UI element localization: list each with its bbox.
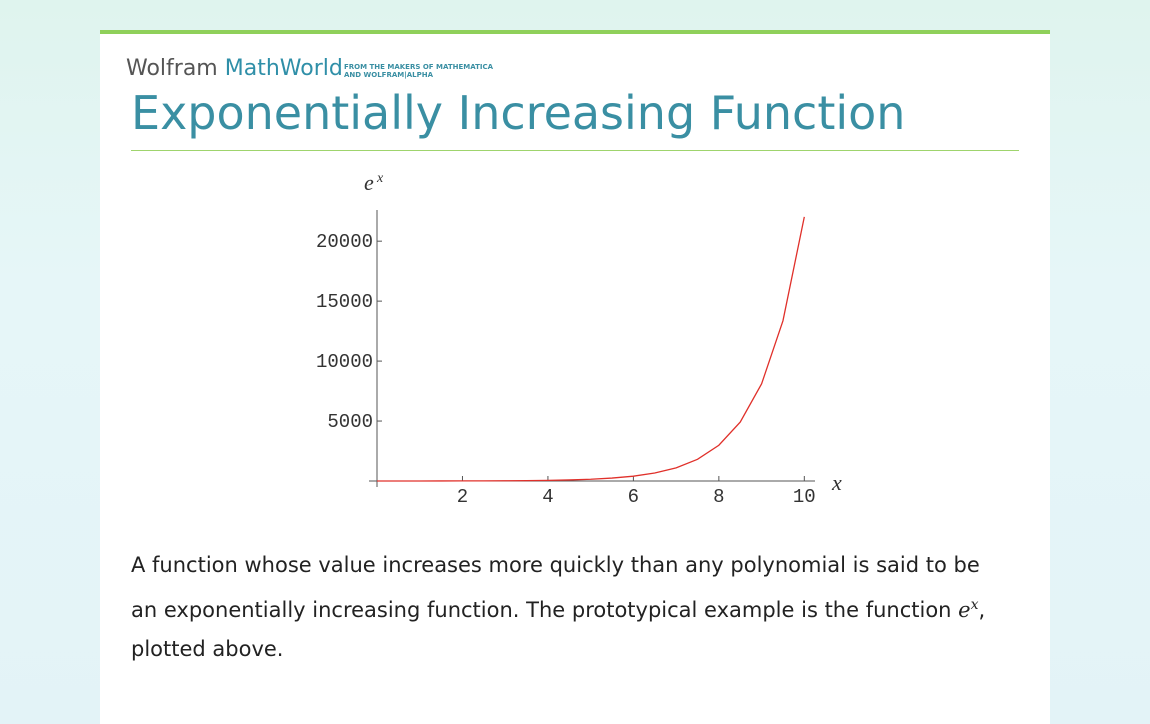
y-tick-label: 20000 xyxy=(316,231,373,253)
text: A function whose value increases more qu… xyxy=(131,553,980,622)
x-tick-label: 2 xyxy=(457,486,468,508)
logo[interactable]: Wolfram MathWorld xyxy=(126,56,343,81)
x-axis-label: x xyxy=(831,470,842,495)
y-tick-label: 10000 xyxy=(316,351,373,373)
tagline-line: AND WOLFRAM|ALPHA xyxy=(344,71,434,79)
chart: e x x 5000 10000 15000 20000 2 4 6 8 10 xyxy=(316,170,842,508)
content-card xyxy=(100,30,1050,724)
math-base: e xyxy=(958,598,971,622)
x-tick-label: 8 xyxy=(713,486,724,508)
x-tick-label: 10 xyxy=(793,486,816,508)
y-axis-label-exponent: x xyxy=(376,171,384,186)
x-tick-label: 4 xyxy=(542,486,553,508)
tagline: FROM THE MAKERS OF MATHEMATICA AND WOLFRA… xyxy=(344,63,493,79)
y-axis-label: e xyxy=(364,170,374,195)
y-tick-label: 15000 xyxy=(316,291,373,313)
line xyxy=(376,216,805,482)
x-tick-label: 6 xyxy=(628,486,639,508)
text: , plotted above. xyxy=(131,598,986,661)
y-tick-label: 5000 xyxy=(327,411,373,433)
title-rule xyxy=(131,150,1019,151)
product: MathWorld xyxy=(224,56,343,81)
page-title: Exponentially Increasing Function xyxy=(131,86,906,140)
math-exponent: x xyxy=(970,597,979,613)
paragraph: A function whose value increases more qu… xyxy=(131,546,1011,669)
tagline-line: FROM THE MAKERS OF MATHEMATICA xyxy=(344,63,494,71)
brand: Wolfram xyxy=(126,56,218,81)
